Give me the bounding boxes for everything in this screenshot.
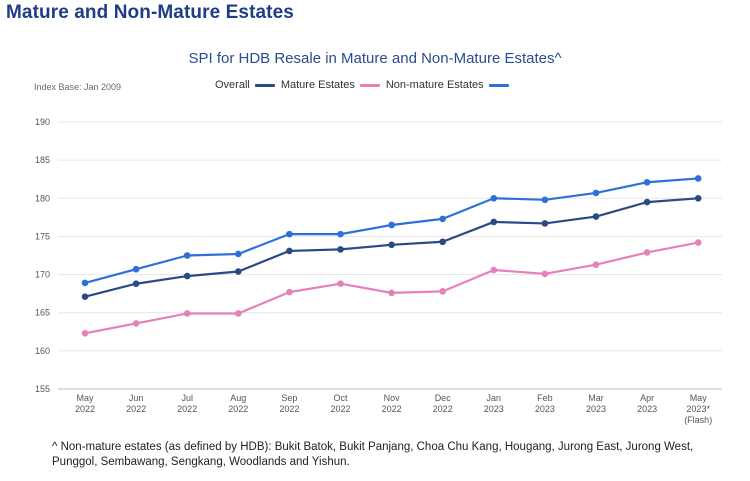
data-point-mature-estates-3 — [235, 310, 242, 317]
page-heading: Mature and Non-Mature Estates — [6, 2, 294, 23]
x-tick-label-0-1: 2022 — [75, 404, 95, 414]
y-tick-label-160: 160 — [35, 346, 50, 356]
data-point-mature-estates-9 — [541, 270, 549, 278]
y-tick-label-170: 170 — [35, 270, 50, 280]
x-tick-label-11-0: Apr — [640, 393, 654, 403]
x-tick-label-1-1: 2022 — [126, 404, 146, 414]
legend-swatch-overall — [254, 83, 275, 87]
data-point-mature-estates-5 — [337, 280, 344, 288]
data-point-mature-estates-10 — [592, 261, 600, 268]
data-point-mature-estates-11 — [643, 249, 651, 256]
x-tick-label-1-0: Jun — [129, 393, 144, 403]
x-tick-label-2-1: 2022 — [177, 404, 197, 414]
data-point-mature-estates-7 — [439, 288, 447, 295]
legend-label-non-mature: Non-mature Estates — [385, 79, 484, 91]
x-tick-label-12-2: (Flash) — [684, 415, 712, 425]
x-tick-label-6-1: 2022 — [382, 404, 402, 414]
legend-entry-non-mature: Non-mature Estates — [386, 79, 515, 91]
x-tick-label-8-0: Jan — [487, 393, 502, 403]
y-tick-label-185: 185 — [35, 155, 50, 165]
data-point-mature-estates-0 — [81, 330, 89, 337]
y-tick-label-165: 165 — [35, 308, 50, 318]
chart-legend: Overall Mature Estates Non-mature Estate… — [215, 79, 515, 91]
legend-entry-mature: Mature Estates — [281, 79, 386, 91]
data-point-mature-estates-6 — [388, 289, 395, 297]
data-point-mature-estates-8 — [490, 266, 498, 274]
index-base-note: Index Base: Jan 2009 — [34, 82, 122, 92]
x-tick-label-4-0: Sep — [281, 393, 297, 403]
data-point-non-mature-estates-0 — [81, 279, 89, 287]
data-point-mature-estates-2 — [183, 310, 191, 317]
x-tick-label-7-1: 2022 — [433, 404, 453, 414]
data-point-overall-8 — [490, 218, 498, 226]
data-point-non-mature-estates-6 — [388, 221, 395, 229]
x-tick-label-12-0: May — [690, 393, 708, 403]
x-tick-label-5-1: 2022 — [330, 404, 350, 414]
x-tick-label-6-0: Nov — [384, 393, 401, 403]
data-point-non-mature-estates-11 — [643, 178, 651, 186]
x-tick-label-9-1: 2023 — [535, 404, 555, 414]
data-point-mature-estates-12 — [694, 239, 702, 246]
series-line-non-mature-estates — [84, 177, 699, 285]
data-point-overall-4 — [286, 247, 293, 255]
data-point-non-mature-estates-9 — [541, 196, 549, 204]
x-tick-label-7-0: Dec — [435, 393, 452, 403]
data-point-non-mature-estates-3 — [235, 250, 242, 258]
x-tick-label-11-1: 2023 — [637, 404, 657, 414]
y-tick-label-155: 155 — [35, 384, 50, 394]
chart-title: SPI for HDB Resale in Mature and Non-Mat… — [188, 50, 562, 67]
x-tick-label-5-0: Oct — [333, 393, 348, 403]
data-point-non-mature-estates-8 — [490, 194, 498, 202]
data-point-overall-12 — [694, 194, 702, 202]
series-line-mature-estates — [84, 241, 699, 335]
y-tick-label-190: 190 — [35, 117, 50, 127]
y-tick-label-180: 180 — [35, 193, 50, 203]
data-point-non-mature-estates-1 — [132, 265, 140, 273]
data-point-non-mature-estates-5 — [337, 230, 344, 238]
data-point-overall-10 — [592, 213, 600, 220]
legend-label-mature: Mature Estates — [280, 79, 355, 91]
legend-swatch-non-mature — [488, 83, 509, 87]
data-point-overall-9 — [541, 220, 549, 227]
x-tick-label-3-0: Aug — [230, 393, 246, 403]
data-point-overall-6 — [388, 241, 395, 249]
x-tick-label-10-0: Mar — [588, 393, 604, 403]
data-point-non-mature-estates-7 — [439, 215, 447, 223]
data-point-overall-1 — [132, 280, 140, 288]
footnote: ^ Non-mature estates (as defined by HDB)… — [52, 441, 694, 468]
legend-swatch-mature — [359, 83, 380, 87]
x-tick-label-8-1: 2023 — [484, 404, 504, 414]
x-tick-label-10-1: 2023 — [586, 404, 606, 414]
legend-entry-overall: Overall — [215, 79, 281, 91]
y-tick-label-175: 175 — [35, 231, 50, 241]
x-tick-label-4-1: 2022 — [279, 404, 299, 414]
x-tick-label-2-0: Jul — [181, 393, 193, 403]
data-point-non-mature-estates-4 — [286, 230, 293, 238]
data-point-overall-2 — [183, 272, 191, 280]
data-point-overall-11 — [643, 198, 651, 206]
x-tick-label-0-0: May — [76, 393, 94, 403]
data-point-overall-7 — [439, 238, 447, 246]
x-tick-label-12-1: 2023* — [686, 404, 710, 414]
data-point-mature-estates-1 — [132, 320, 140, 327]
data-point-mature-estates-4 — [286, 288, 293, 296]
data-point-non-mature-estates-12 — [694, 175, 702, 182]
data-point-overall-0 — [81, 293, 89, 300]
data-point-non-mature-estates-2 — [183, 252, 191, 259]
x-tick-label-3-1: 2022 — [228, 404, 248, 414]
data-point-non-mature-estates-10 — [592, 189, 600, 197]
data-point-overall-5 — [337, 246, 344, 253]
x-tick-label-9-0: Feb — [537, 393, 553, 403]
legend-label-overall: Overall — [215, 79, 250, 91]
data-point-overall-3 — [235, 268, 242, 275]
